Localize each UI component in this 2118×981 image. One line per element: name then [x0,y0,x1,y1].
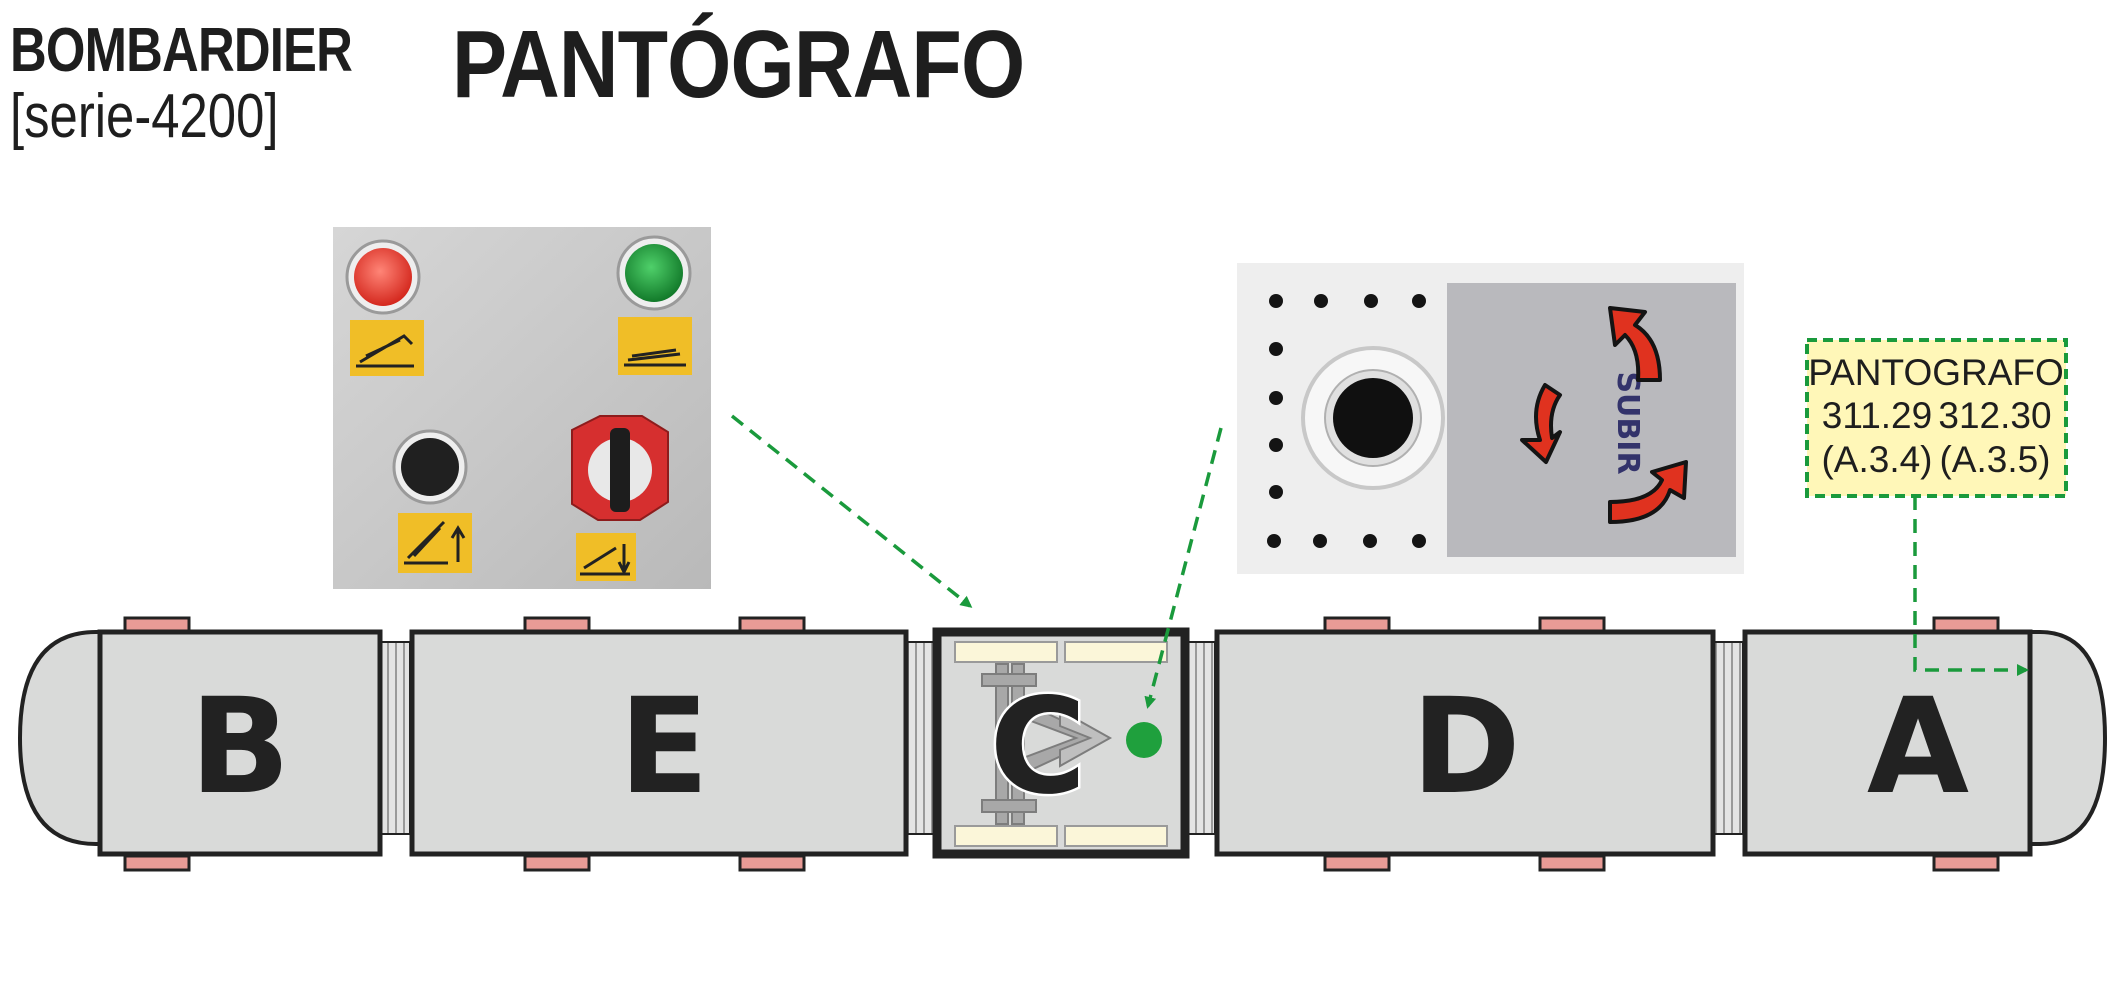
seat [954,641,1058,663]
door-pad [1323,854,1391,872]
red-rotary-switch [571,415,669,521]
green-light-button [625,244,683,302]
car-label-d: D [1411,670,1521,824]
infobox-ref-2: (A.3.5) [1939,439,2050,480]
rear-cab-nose [2013,630,2108,846]
red-light-button [354,248,412,306]
infobox-ref-1: (A.3.4) [1821,439,1932,480]
gangway [379,641,411,835]
series-label: [serie-4200] [10,82,279,151]
infobox-code-2: 312.30 [1938,395,2051,436]
car-d-body [1214,629,1716,857]
brand-name: BOMBARDIER [10,16,353,85]
arrow-down-icon [1520,383,1562,464]
door-pad [738,854,806,872]
pointer-arrow-key-to-pantograph [1144,427,1223,709]
door-pad [1932,854,2000,872]
door-pad [1538,854,1606,872]
pantograph-up-label-icon [398,513,472,573]
pointer-arrow-panel-to-car-c [730,414,973,608]
seat [954,825,1058,847]
pantograph-location-dot [1126,722,1162,758]
seat [1064,641,1168,663]
infobox-title: PANTOGRAFO [1808,352,2064,393]
car-b-body [97,629,383,857]
pantograph-lower-label-icon [576,533,636,581]
control-panel-photo [333,227,711,589]
pointer-arrow-infobox-to-car-a [1913,496,2029,676]
black-push-button [401,438,459,496]
seat [1064,825,1168,847]
pantograph-folded-label-icon [618,317,692,375]
pantograph-down-label-icon [350,320,424,376]
front-cab-nose [17,630,105,846]
gangway [1712,641,1744,835]
brand-block: BOMBARDIER [serie-4200] [10,16,353,151]
car-e-body [409,629,909,857]
panel-holes [1267,294,1426,548]
car-a-body [1742,629,2033,857]
key-panel-photo: SUBIR [1237,263,1744,574]
arrow-up-left-icon [1608,306,1662,382]
pantograph-infobox: PANTOGRAFO 311.29 312.30 (A.3.4) (A.3.5) [1805,338,2068,498]
infobox-code-1: 311.29 [1822,395,1932,436]
page-title: PANTÓGRAFO [452,11,1025,118]
infobox-frame [1805,338,2068,498]
car-label-a: A [1867,670,1969,824]
car-label-e: E [619,670,709,824]
car-label-b: B [190,670,291,824]
subir-label: SUBIR [1610,371,1645,474]
car-label-c: C [990,670,1087,824]
key-plate [1447,283,1736,557]
door-pad [123,854,191,872]
door-pad [523,854,591,872]
pantograph-icon [981,663,1113,825]
gangway [905,641,937,835]
train: B E C D A [17,616,2108,872]
key-hole-icon [1333,378,1413,458]
arrow-up-right-icon [1608,460,1688,524]
